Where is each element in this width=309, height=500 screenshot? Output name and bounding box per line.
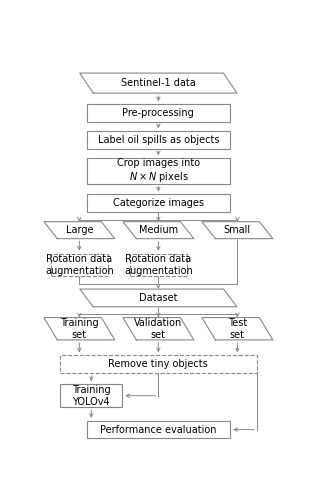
Polygon shape — [202, 222, 273, 238]
Text: Small: Small — [224, 225, 251, 235]
Text: Test
set: Test set — [228, 318, 247, 340]
Bar — [51, 254, 108, 276]
Polygon shape — [44, 222, 115, 238]
Text: Training
YOLOv4: Training YOLOv4 — [72, 385, 111, 406]
Polygon shape — [123, 222, 194, 238]
Text: Performance evaluation: Performance evaluation — [100, 424, 217, 434]
Text: Categorize images: Categorize images — [113, 198, 204, 208]
Polygon shape — [80, 289, 237, 307]
Polygon shape — [44, 318, 115, 340]
Bar — [60, 356, 256, 373]
Bar — [60, 384, 122, 407]
Text: Dataset: Dataset — [139, 293, 178, 303]
Text: Label oil spills as objects: Label oil spills as objects — [98, 135, 219, 145]
Bar — [87, 420, 230, 438]
Polygon shape — [123, 318, 194, 340]
Bar — [87, 104, 230, 122]
Text: Medium: Medium — [139, 225, 178, 235]
Text: Large: Large — [66, 225, 93, 235]
Bar — [87, 194, 230, 212]
Text: Crop images into
$N \times N$ pixels: Crop images into $N \times N$ pixels — [117, 158, 200, 184]
Text: Rotation data
augmentation: Rotation data augmentation — [45, 254, 114, 276]
Text: Remove tiny objects: Remove tiny objects — [108, 359, 208, 369]
Text: Validation
set: Validation set — [134, 318, 183, 340]
Bar — [87, 158, 230, 184]
Bar — [87, 131, 230, 149]
Text: Sentinel-1 data: Sentinel-1 data — [121, 78, 196, 88]
Bar — [130, 254, 187, 276]
Text: Pre-processing: Pre-processing — [122, 108, 194, 118]
Polygon shape — [80, 73, 237, 93]
Polygon shape — [202, 318, 273, 340]
Text: Training
set: Training set — [60, 318, 99, 340]
Text: Rotation data
augmentation: Rotation data augmentation — [124, 254, 193, 276]
